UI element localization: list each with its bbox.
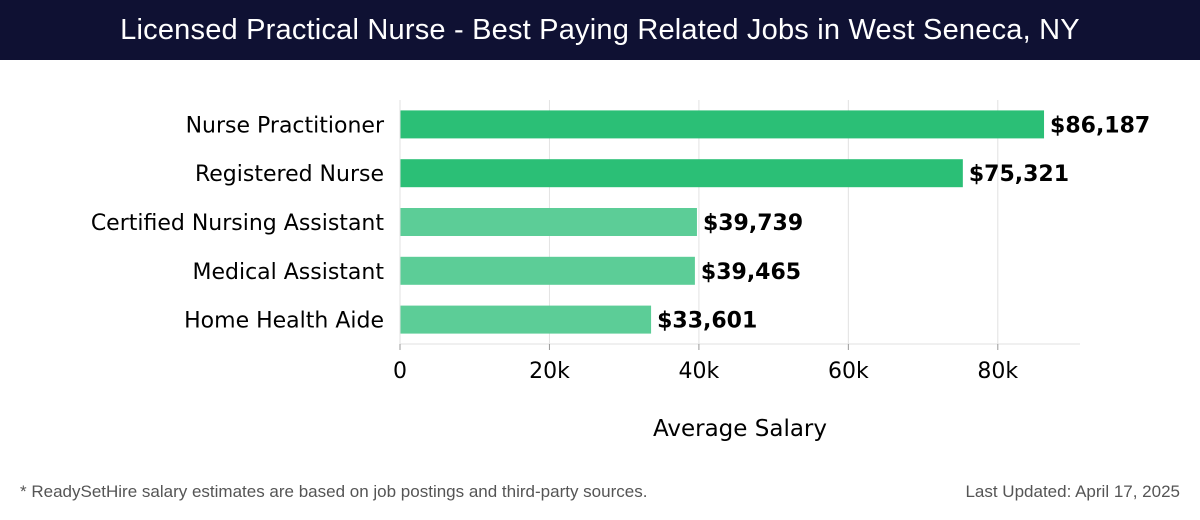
category-label: Home Health Aide — [184, 309, 384, 334]
x-tick-label: 60k — [828, 359, 869, 384]
value-label: $39,465 — [701, 260, 801, 285]
bar — [400, 256, 695, 285]
x-axis-title: Average Salary — [653, 416, 827, 442]
salary-bar-chart: 0 20k 40k 60k 80k Nurse Practitioner $86,187 R… — [91, 100, 1150, 442]
x-tick-label: 40k — [679, 359, 720, 384]
value-label: $75,321 — [969, 162, 1069, 187]
bar — [400, 208, 697, 236]
labels: Nurse Practitioner $86,187 Registered Nurs… — [91, 113, 1150, 333]
value-label: $39,739 — [703, 211, 803, 236]
bar — [400, 305, 652, 334]
bar — [400, 159, 963, 188]
page-title: Licensed Practical Nurse - Best Paying R… — [120, 13, 1080, 46]
bar — [400, 110, 1045, 139]
category-label: Registered Nurse — [195, 162, 384, 187]
category-label: Nurse Practitioner — [186, 113, 385, 138]
footnote: * ReadySetHire salary estimates are base… — [20, 482, 648, 501]
last-updated: Last Updated: April 17, 2025 — [965, 482, 1180, 501]
x-tick-label: 0 — [393, 359, 407, 384]
category-label: Medical Assistant — [192, 260, 384, 285]
x-tick-label: 20k — [529, 359, 570, 384]
value-label: $33,601 — [657, 309, 757, 334]
title-bar: Licensed Practical Nurse - Best Paying R… — [0, 0, 1200, 60]
x-axis: 0 20k 40k 60k 80k — [393, 100, 1080, 384]
category-label: Certified Nursing Assistant — [91, 211, 385, 236]
bars — [400, 110, 1045, 334]
value-label: $86,187 — [1050, 113, 1150, 138]
x-tick-label: 80k — [977, 359, 1018, 384]
